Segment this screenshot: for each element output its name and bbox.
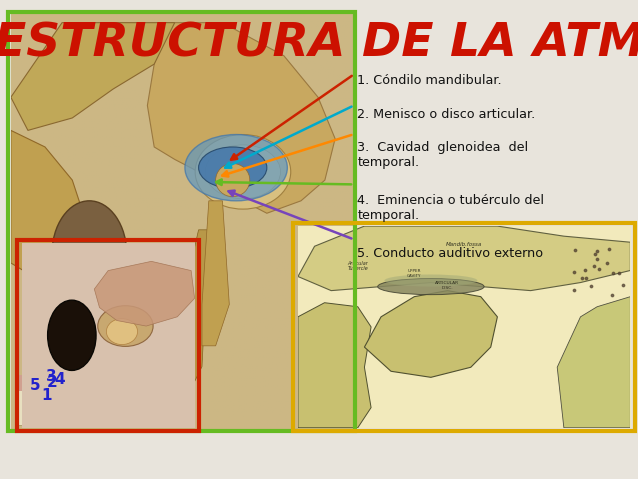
Bar [8, 12, 355, 431]
Text: 3.  Cavidad  glenoidea  del
temporal.: 3. Cavidad glenoidea del temporal. [357, 141, 528, 169]
Text: 5. Conducto auditivo externo: 5. Conducto auditivo externo [357, 247, 544, 260]
Text: ESTRUCTURA DE LA ATM: ESTRUCTURA DE LA ATM [0, 22, 638, 67]
Bar [17, 240, 199, 431]
Text: 1. Cóndilo mandibular.: 1. Cóndilo mandibular. [357, 74, 502, 87]
Text: 2. Menisco o disco articular.: 2. Menisco o disco articular. [357, 108, 535, 121]
Text: 4.  Eminencia o tubérculo del
temporal.: 4. Eminencia o tubérculo del temporal. [357, 194, 544, 222]
Bar [293, 223, 635, 431]
